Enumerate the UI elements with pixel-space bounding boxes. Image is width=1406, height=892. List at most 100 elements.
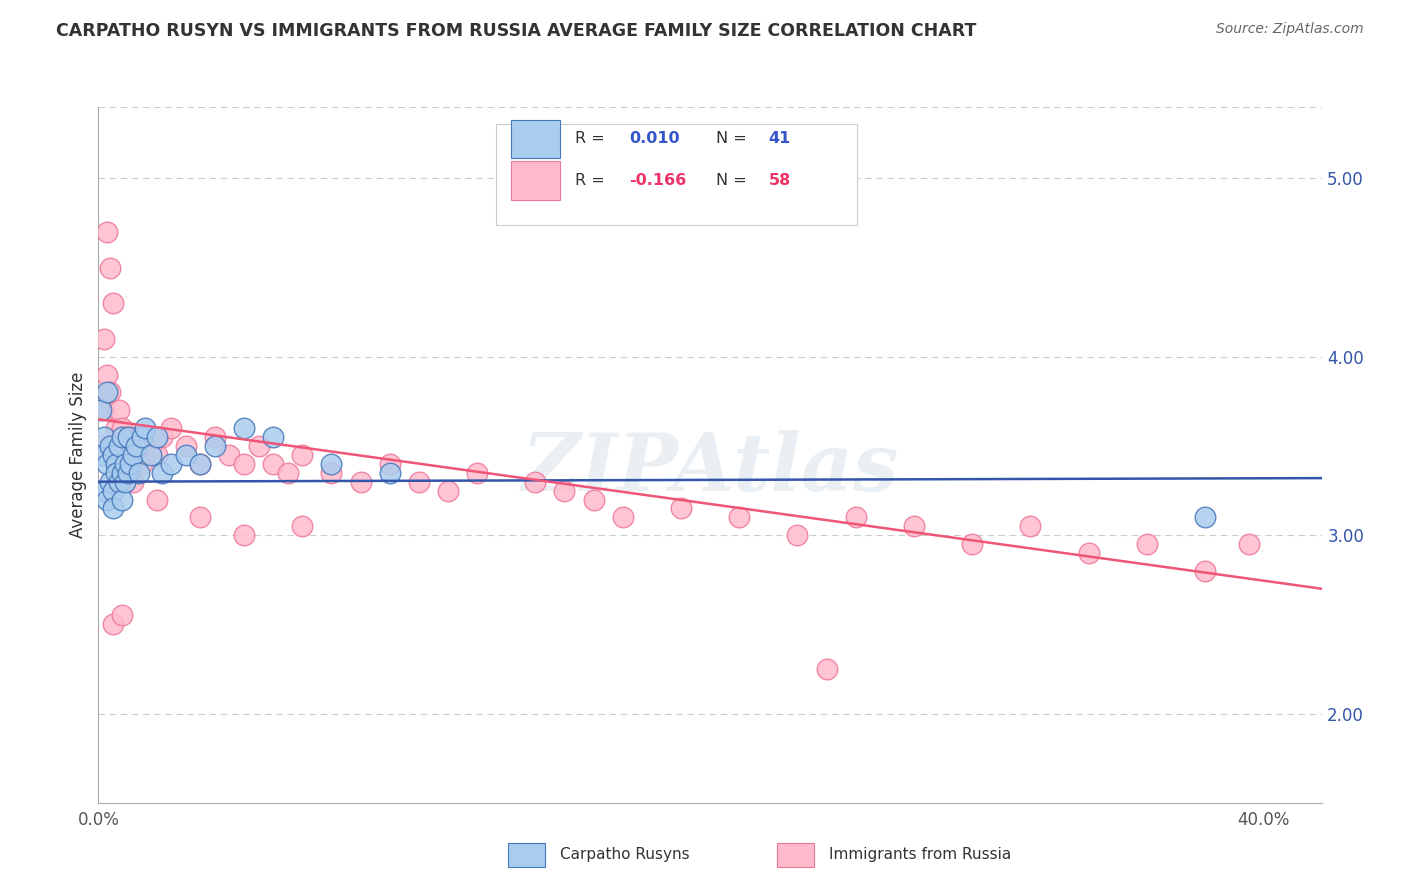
Point xyxy=(90,448,112,462)
Point xyxy=(1136,537,1159,551)
Point xyxy=(131,457,153,471)
Point xyxy=(125,439,148,453)
Y-axis label: Average Family Size: Average Family Size xyxy=(69,372,87,538)
Point xyxy=(204,439,226,453)
Point xyxy=(114,457,136,471)
Point xyxy=(582,492,605,507)
Point xyxy=(98,475,121,489)
Point xyxy=(111,430,134,444)
Point xyxy=(93,403,115,417)
Point xyxy=(321,466,343,480)
Point xyxy=(111,608,134,623)
Point xyxy=(96,457,118,471)
Point xyxy=(188,457,212,471)
Point xyxy=(98,260,121,275)
Point xyxy=(145,448,167,462)
Text: Carpatho Rusyns: Carpatho Rusyns xyxy=(560,847,689,863)
Point xyxy=(122,448,145,462)
Point xyxy=(378,466,401,480)
Point xyxy=(277,466,299,480)
Point xyxy=(96,368,118,382)
Point xyxy=(349,475,371,489)
Point xyxy=(188,457,212,471)
Point xyxy=(321,457,343,471)
Point xyxy=(117,430,139,444)
Point xyxy=(122,475,145,489)
Point xyxy=(101,296,124,310)
Point xyxy=(96,385,118,400)
Point xyxy=(553,483,575,498)
Point xyxy=(1194,510,1216,524)
Point xyxy=(1019,519,1042,533)
Text: CARPATHO RUSYN VS IMMIGRANTS FROM RUSSIA AVERAGE FAMILY SIZE CORRELATION CHART: CARPATHO RUSYN VS IMMIGRANTS FROM RUSSIA… xyxy=(56,22,977,40)
Point xyxy=(108,475,131,489)
Point xyxy=(145,430,167,444)
Point xyxy=(117,466,139,480)
Point xyxy=(104,421,127,435)
Point xyxy=(139,448,162,462)
Point xyxy=(233,528,256,542)
Point xyxy=(903,519,925,533)
Point xyxy=(152,430,174,444)
Point xyxy=(204,430,226,444)
Point xyxy=(160,457,183,471)
Point xyxy=(111,466,134,480)
Point xyxy=(114,475,136,489)
Point xyxy=(111,492,134,507)
Point xyxy=(104,466,127,480)
Text: Source: ZipAtlas.com: Source: ZipAtlas.com xyxy=(1216,22,1364,37)
Point xyxy=(131,430,153,444)
Point xyxy=(93,332,115,346)
Point xyxy=(128,466,150,480)
Point xyxy=(218,448,240,462)
Point xyxy=(120,457,142,471)
Point xyxy=(1194,564,1216,578)
Point xyxy=(93,430,115,444)
Text: N =: N = xyxy=(716,131,752,146)
Point xyxy=(98,439,121,453)
Point xyxy=(786,528,808,542)
Point xyxy=(437,483,460,498)
Text: 0.010: 0.010 xyxy=(630,131,681,146)
Point xyxy=(815,662,838,676)
Point xyxy=(139,439,162,453)
Point xyxy=(90,403,112,417)
Text: -0.166: -0.166 xyxy=(630,173,686,188)
Point xyxy=(960,537,983,551)
Point xyxy=(93,483,115,498)
Bar xyxy=(778,843,814,867)
Point xyxy=(108,403,131,417)
Point xyxy=(134,421,156,435)
Point xyxy=(1237,537,1260,551)
Point xyxy=(728,510,751,524)
Point xyxy=(262,457,284,471)
Point xyxy=(612,510,634,524)
Text: 41: 41 xyxy=(769,131,792,146)
Point xyxy=(98,385,121,400)
Point xyxy=(465,466,488,480)
Bar xyxy=(496,124,856,226)
Point xyxy=(145,492,167,507)
Point xyxy=(247,439,270,453)
Point xyxy=(117,430,139,444)
Point xyxy=(160,421,183,435)
Point xyxy=(90,439,112,453)
Point xyxy=(233,421,256,435)
Text: R =: R = xyxy=(575,173,610,188)
Text: Immigrants from Russia: Immigrants from Russia xyxy=(828,847,1011,863)
Point xyxy=(669,501,692,516)
Point xyxy=(96,225,118,239)
Point xyxy=(152,466,174,480)
Point xyxy=(174,439,197,453)
Text: N =: N = xyxy=(716,173,752,188)
Text: 58: 58 xyxy=(769,173,792,188)
Point xyxy=(96,492,118,507)
Point xyxy=(122,448,145,462)
Point xyxy=(845,510,868,524)
Point xyxy=(174,448,197,462)
Point xyxy=(104,457,127,471)
Point xyxy=(262,430,284,444)
Point xyxy=(291,519,314,533)
Point xyxy=(188,510,212,524)
Point xyxy=(1077,546,1099,560)
